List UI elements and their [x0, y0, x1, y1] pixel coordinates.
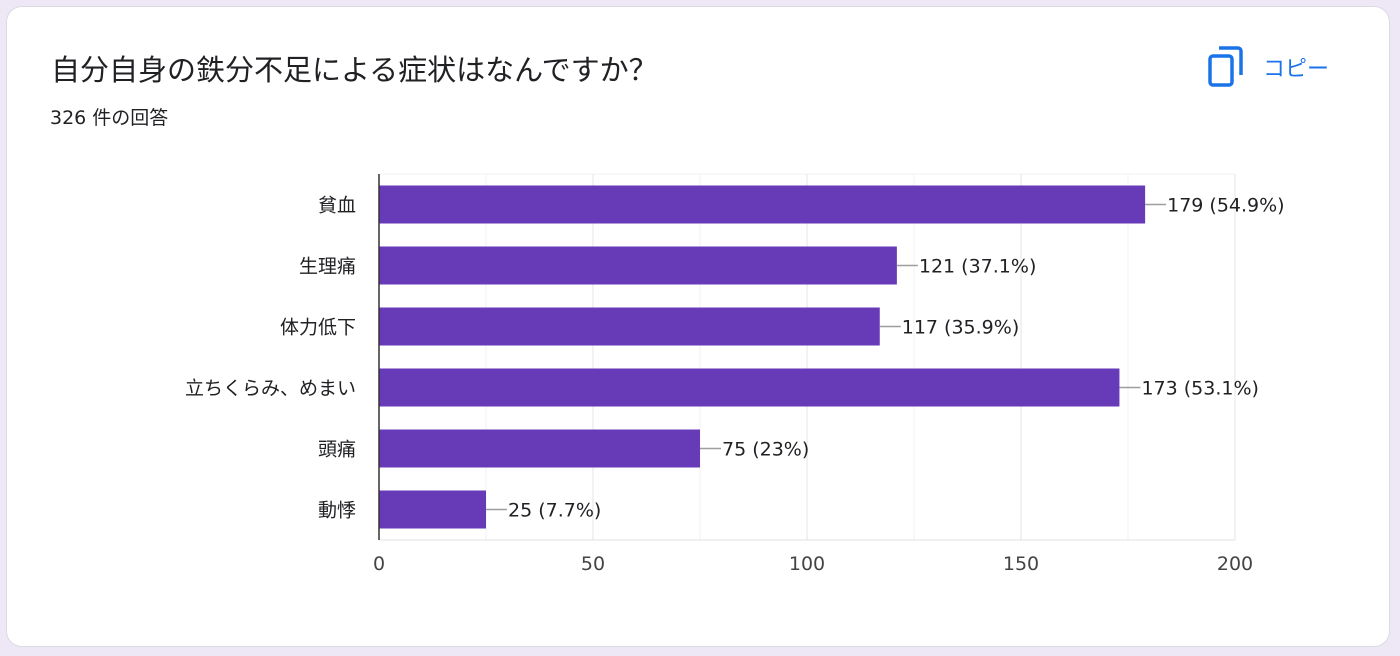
bar — [379, 368, 1120, 407]
bar — [379, 490, 486, 529]
bar — [379, 246, 897, 285]
bar — [379, 307, 880, 346]
value-label: 173 (53.1%) — [1141, 378, 1259, 400]
grid-lines — [379, 173, 1236, 541]
category-label: 頭痛 — [318, 439, 356, 461]
x-tick-label: 100 — [789, 553, 825, 575]
bar — [379, 185, 1146, 224]
value-label: 75 (23%) — [722, 439, 809, 461]
category-label: 体力低下 — [280, 317, 356, 339]
response-count: 326 件の回答 — [50, 107, 169, 129]
bar — [379, 429, 700, 468]
x-tick-label: 150 — [1003, 553, 1039, 575]
bars — [379, 185, 1146, 529]
value-label: 121 (37.1%) — [919, 256, 1037, 278]
category-label: 動悸 — [318, 500, 356, 522]
x-tick-label: 0 — [373, 553, 385, 575]
value-label: 179 (54.9%) — [1167, 195, 1285, 217]
value-label: 117 (35.9%) — [902, 317, 1020, 339]
copy-button[interactable]: コピー — [1207, 41, 1329, 93]
category-label: 立ちくらみ、めまい — [185, 378, 356, 400]
question-title: 自分自身の鉄分不足による症状はなんですか？ — [51, 53, 658, 87]
labels: 0 50 100 150 200 貧血 179 (54.9%) 生理痛 121 (37.1%) 体… — [185, 174, 1285, 575]
category-label: 貧血 — [318, 195, 356, 217]
x-tick-label: 200 — [1217, 553, 1253, 575]
category-label: 生理痛 — [299, 256, 356, 278]
copy-label: コピー — [1263, 57, 1330, 82]
value-label: 25 (7.7%) — [508, 500, 601, 522]
x-tick-label: 50 — [581, 553, 605, 575]
copy-icon — [1208, 46, 1243, 87]
